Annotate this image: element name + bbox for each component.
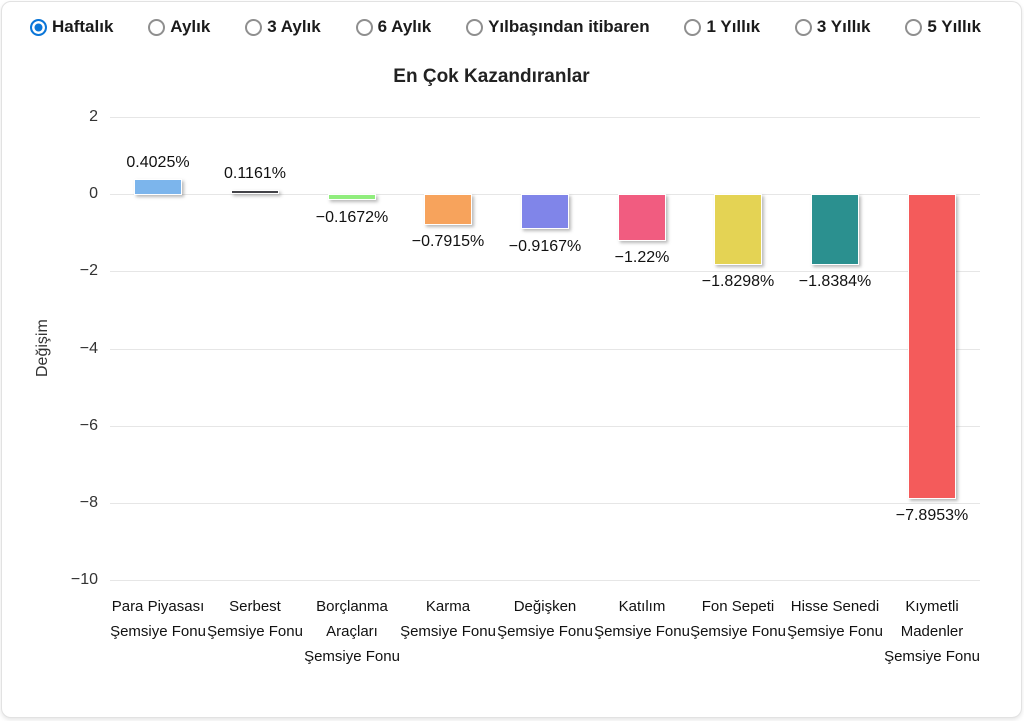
x-category-label: Para Piyasası Şemsiye Fonu bbox=[110, 598, 206, 640]
y-tick-label: 0 bbox=[89, 185, 98, 202]
x-category-label: Değişken Şemsiye Fonu bbox=[497, 598, 593, 640]
y-tick-label: 2 bbox=[89, 108, 98, 125]
period-radio-label[interactable]: 6 Aylık bbox=[377, 17, 432, 36]
period-radio-group: Haftalık Aylık 3 Aylık 6 Aylık Yılbaşından i… bbox=[2, 2, 1021, 46]
bar-3[interactable] bbox=[328, 194, 376, 200]
period-radio-6[interactable]: 1 Yıllık bbox=[684, 17, 760, 37]
gridline bbox=[110, 271, 980, 272]
bar-1[interactable] bbox=[134, 179, 182, 195]
period-radio-2[interactable]: Aylık bbox=[148, 17, 210, 37]
x-category-label: Hisse Senedi Şemsiye Fonu bbox=[787, 598, 883, 640]
y-tick-label: −2 bbox=[79, 262, 98, 279]
bar-value-label: −1.8298% bbox=[701, 273, 775, 290]
period-radio-5[interactable]: Yılbaşından itibaren bbox=[466, 17, 650, 37]
bar-6[interactable] bbox=[618, 194, 666, 241]
period-radio-8[interactable]: 5 Yıllık bbox=[905, 17, 981, 37]
bar-9[interactable] bbox=[908, 194, 956, 499]
radio-checked-icon[interactable] bbox=[30, 18, 47, 36]
period-radio-label[interactable]: 5 Yıllık bbox=[927, 17, 981, 36]
x-category-label: Borçlanma Araçları Şemsiye Fonu bbox=[304, 598, 400, 665]
x-category-label: Katılım Şemsiye Fonu bbox=[594, 598, 690, 640]
gridline bbox=[110, 117, 980, 118]
y-tick-label: −6 bbox=[79, 417, 98, 434]
period-radio-label[interactable]: 1 Yıllık bbox=[706, 17, 761, 36]
bar-value-label: 0.1161% bbox=[224, 165, 286, 182]
bar-5[interactable] bbox=[521, 194, 569, 229]
period-radio-3[interactable]: 3 Aylık bbox=[245, 17, 321, 37]
gridline bbox=[110, 426, 980, 427]
gridline bbox=[110, 580, 980, 581]
period-radio-4[interactable]: 6 Aylık bbox=[355, 17, 432, 37]
gridline bbox=[110, 349, 980, 350]
bar-value-label: −0.7915% bbox=[411, 233, 485, 250]
period-radio-7[interactable]: 3 Yıllık bbox=[794, 17, 871, 37]
radio-unchecked-icon[interactable] bbox=[466, 18, 484, 36]
radio-unchecked-icon[interactable] bbox=[245, 18, 263, 36]
bar-value-label: −1.8384% bbox=[798, 273, 872, 290]
y-tick-label: −4 bbox=[79, 340, 98, 357]
period-radio-label[interactable]: 3 Yıllık bbox=[816, 17, 871, 36]
bar-7[interactable] bbox=[714, 194, 762, 265]
bar-4[interactable] bbox=[424, 194, 472, 225]
gridline bbox=[110, 503, 980, 504]
y-tick-label: −10 bbox=[70, 571, 98, 588]
period-radio-1[interactable]: Haftalık bbox=[30, 17, 113, 37]
bar-2[interactable] bbox=[231, 190, 279, 194]
period-radio-label[interactable]: Aylık bbox=[170, 17, 211, 36]
bar-value-label: 0.4025% bbox=[126, 154, 190, 171]
bar-8[interactable] bbox=[811, 194, 859, 265]
x-category-label: Kıymetli Madenler Şemsiye Fonu bbox=[884, 598, 980, 665]
top-gainers-chart: En Çok Kazandıranlar Değişim 2 0 −2 −4 −6 −8−… bbox=[2, 46, 1021, 717]
bar-value-label: −0.1672% bbox=[315, 209, 389, 226]
x-category-label: Karma Şemsiye Fonu bbox=[400, 598, 496, 640]
x-category-label: Serbest Şemsiye Fonu bbox=[207, 598, 303, 640]
period-radio-label[interactable]: Yılbaşından itibaren bbox=[488, 17, 650, 36]
bar-value-label: −1.22% bbox=[614, 249, 670, 266]
radio-unchecked-icon[interactable] bbox=[905, 18, 923, 36]
radio-unchecked-icon[interactable] bbox=[148, 18, 166, 36]
y-tick-label: −8 bbox=[79, 494, 98, 511]
x-category-label: Fon Sepeti Şemsiye Fonu bbox=[690, 598, 786, 640]
radio-unchecked-icon[interactable] bbox=[355, 18, 373, 36]
period-radio-label[interactable]: Haftalık bbox=[52, 17, 114, 36]
radio-unchecked-icon[interactable] bbox=[684, 18, 702, 36]
bar-value-label: −0.9167% bbox=[508, 238, 582, 255]
period-radio-label[interactable]: 3 Aylık bbox=[267, 17, 321, 36]
bar-value-label: −7.8953% bbox=[895, 507, 969, 524]
chart-title: En Çok Kazandıranlar bbox=[393, 66, 590, 87]
radio-unchecked-icon[interactable] bbox=[794, 18, 812, 36]
